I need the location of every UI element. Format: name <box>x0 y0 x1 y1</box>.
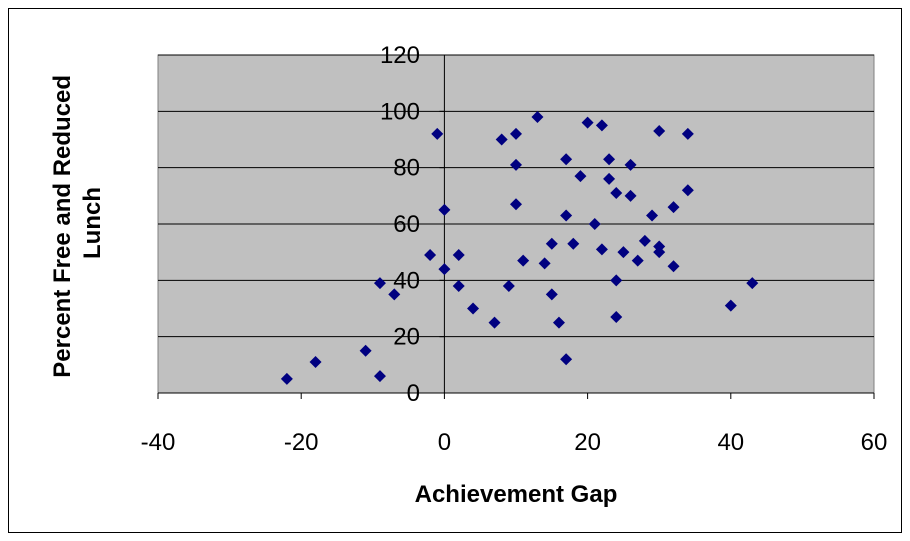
data-point <box>438 203 451 216</box>
data-point <box>588 218 601 230</box>
data-point <box>545 237 558 250</box>
data-point <box>424 248 437 261</box>
data-point <box>560 209 573 222</box>
data-point <box>373 370 386 383</box>
data-point <box>574 170 587 183</box>
data-point <box>545 288 558 301</box>
y-tick-label: 100 <box>380 98 420 125</box>
data-point <box>495 133 508 146</box>
data-point <box>681 184 694 197</box>
data-point <box>667 260 680 273</box>
data-point <box>746 277 759 290</box>
x-tick-label: -40 <box>141 429 176 456</box>
data-point <box>724 299 737 312</box>
data-point <box>538 257 551 270</box>
y-tick-label: 0 <box>407 380 420 407</box>
data-point <box>560 353 573 366</box>
data-point <box>567 237 580 250</box>
data-point <box>359 344 372 357</box>
gridlines <box>158 54 874 338</box>
data-points <box>280 110 759 385</box>
y-axis-title-line-1: Percent Free and Reduced <box>49 75 76 378</box>
y-tick-label: 80 <box>393 155 420 182</box>
data-point <box>452 279 465 292</box>
data-point <box>552 316 565 329</box>
y-axis-title-line-2: Lunch <box>79 187 106 259</box>
data-point <box>560 153 573 166</box>
data-point <box>309 356 322 369</box>
data-point <box>581 116 594 129</box>
data-point <box>431 127 444 140</box>
data-point <box>667 201 680 214</box>
data-point <box>373 277 386 290</box>
y-tick-labels: 0 20 40 60 80 100 120 <box>380 42 420 407</box>
data-point <box>624 189 637 202</box>
x-tick-label: 0 <box>438 429 451 456</box>
x-tick-label: 60 <box>861 429 888 456</box>
data-point <box>517 254 530 267</box>
x-tick-labels: -40 -20 0 20 40 60 <box>141 429 888 456</box>
y-tick-label: 40 <box>393 267 420 294</box>
data-point <box>653 125 666 138</box>
x-axis-title: Achievement Gap <box>415 481 618 508</box>
y-tick-label: 20 <box>393 324 420 351</box>
y-tick-label: 60 <box>393 211 420 238</box>
axes <box>157 54 875 399</box>
y-tick-label: 120 <box>380 42 420 69</box>
x-tick-label: 20 <box>574 429 601 456</box>
data-point <box>610 310 623 323</box>
data-point <box>603 172 616 185</box>
data-point <box>531 110 544 123</box>
data-point <box>653 246 666 259</box>
data-point <box>438 263 451 276</box>
data-point <box>638 234 651 247</box>
data-point <box>488 316 501 329</box>
data-point <box>624 158 637 171</box>
data-point <box>510 127 522 140</box>
x-tick-label: -20 <box>284 429 319 456</box>
data-point <box>595 119 608 132</box>
data-point <box>681 127 694 140</box>
data-point <box>510 198 522 211</box>
data-point <box>603 153 616 166</box>
data-point <box>595 243 608 256</box>
data-point <box>510 158 522 171</box>
data-point <box>502 279 515 292</box>
data-point <box>631 254 644 267</box>
data-point <box>646 209 659 222</box>
data-point <box>452 248 465 261</box>
data-point <box>467 302 480 315</box>
data-point <box>610 187 623 200</box>
x-tick-label: 40 <box>717 429 744 456</box>
data-point <box>617 246 630 259</box>
y-axis-title: Percent Free and Reduced Lunch <box>49 68 106 377</box>
data-point <box>610 274 623 287</box>
data-point <box>388 288 401 301</box>
data-point <box>280 372 293 385</box>
